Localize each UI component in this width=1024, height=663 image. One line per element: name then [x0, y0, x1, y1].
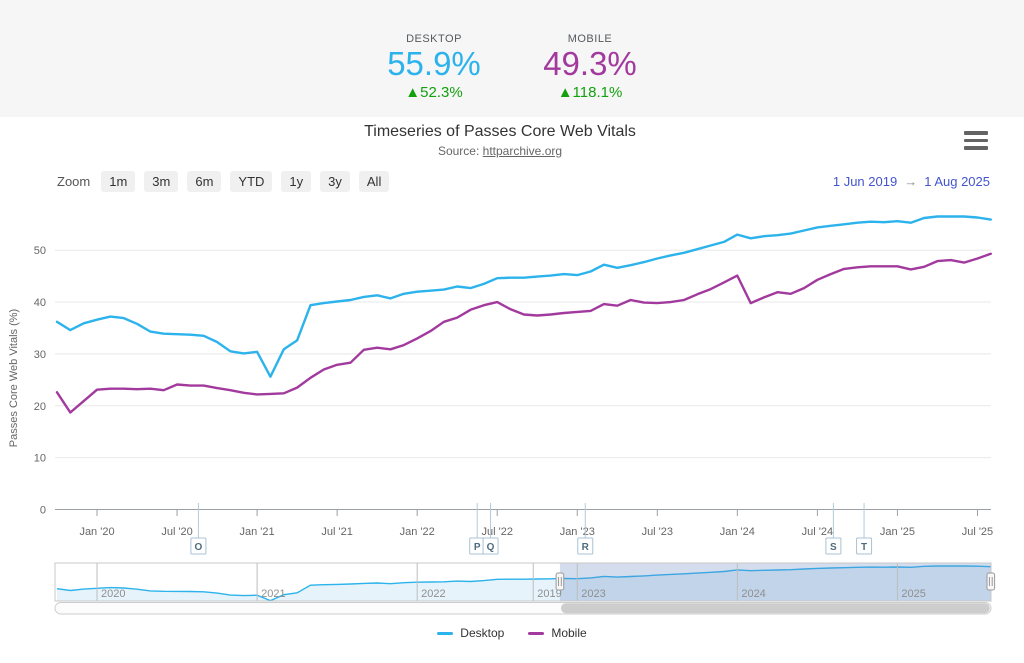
x-axis-label: Jan '22 [400, 526, 435, 538]
mobile-stat-change: ▲118.1% [557, 84, 623, 102]
source-link[interactable]: httparchive.org [482, 144, 563, 158]
y-axis-label: 30 [34, 349, 46, 361]
y-axis-label: 40 [34, 297, 46, 309]
chart-title: Timeseries of Passes Core Web Vitals [364, 123, 636, 140]
desktop-series-swatch [437, 631, 454, 635]
x-axis-label: Jan '20 [79, 526, 114, 538]
chart-subtitle-prefix: Source: [437, 144, 483, 158]
svg-text:P: P [474, 542, 481, 553]
zoom-button-3m[interactable]: 3m [144, 170, 179, 192]
event-flag-P[interactable]: P [469, 503, 486, 555]
mobile-stat: MOBILE 49.3% ▲118.1% [535, 33, 645, 117]
svg-text:S: S [830, 542, 837, 553]
chart-legend: Desktop Mobile [0, 626, 1024, 640]
mobile-stat-label: MOBILE [567, 33, 613, 45]
y-axis-label: 50 [34, 245, 46, 257]
event-flag-T[interactable]: T [856, 503, 873, 555]
event-flag-S[interactable]: S [825, 503, 842, 555]
range-arrow: → [904, 173, 918, 189]
legend-item-desktop[interactable]: Desktop [437, 626, 504, 640]
x-axis-label: Jul '20 [161, 526, 192, 538]
y-axis-label: 20 [34, 401, 46, 413]
y-axis-title: Passes Core Web Vitals (%) [8, 309, 20, 447]
x-axis-label: Jan '25 [880, 526, 915, 538]
scrollbar-thumb[interactable] [560, 603, 990, 614]
mobile-series-swatch [528, 631, 545, 635]
stats-header: DESKTOP 55.9% ▲52.3% MOBILE 49.3% ▲118.1… [0, 0, 1024, 117]
mobile-stat-value: 49.3% [543, 45, 637, 82]
zoom-button-1m[interactable]: 1m [101, 170, 136, 192]
zoom-button-ytd[interactable]: YTD [230, 170, 273, 192]
desktop-stat: DESKTOP 55.9% ▲52.3% [379, 33, 489, 117]
range-end-input[interactable]: 1 Aug 2025 [924, 173, 990, 189]
navigator-year-label: 2021 [261, 588, 285, 600]
zoom-button-6m[interactable]: 6m [187, 170, 222, 192]
hamburger-icon [964, 131, 988, 135]
chart-context-menu-button[interactable] [964, 131, 990, 150]
event-flag-O[interactable]: O [190, 503, 207, 555]
svg-text:R: R [582, 542, 590, 553]
chart-subtitle: Source: httparchive.org [0, 144, 1000, 158]
desktop-stat-label: DESKTOP [406, 33, 462, 45]
navigator-left-handle[interactable] [555, 572, 565, 591]
legend-item-mobile[interactable]: Mobile [528, 626, 587, 640]
y-axis-label: 10 [34, 453, 46, 465]
desktop-stat-value: 55.9% [387, 45, 481, 82]
svg-text:O: O [195, 542, 203, 553]
x-axis-label: Jul '21 [321, 526, 352, 538]
legend-label-desktop: Desktop [460, 626, 505, 640]
zoom-button-3y[interactable]: 3y [320, 170, 350, 192]
legend-label-mobile: Mobile [551, 626, 587, 640]
range-selector-toolbar: Zoom 1m 3m 6m YTD 1y 3y All 1 Jun 2019 → 1… [57, 169, 990, 193]
mobile-series-line[interactable] [55, 252, 992, 414]
range-start-input[interactable]: 1 Jun 2019 [832, 173, 898, 189]
x-axis-label: Jul '24 [802, 526, 833, 538]
zoom-button-1y[interactable]: 1y [281, 170, 312, 192]
desktop-series-line[interactable] [55, 215, 992, 378]
navigator-year-label: 2020 [101, 588, 125, 600]
x-axis-label: Jan '24 [720, 526, 755, 538]
desktop-stat-change: ▲52.3% [405, 84, 463, 102]
x-axis-label: Jan '23 [560, 526, 595, 538]
zoom-button-all[interactable]: All [358, 170, 390, 192]
x-axis-label: Jan '21 [240, 526, 275, 538]
zoom-label: Zoom [57, 173, 91, 189]
navigator-selected-range[interactable] [559, 563, 991, 601]
x-axis-label: Jul '22 [481, 526, 512, 538]
svg-text:T: T [861, 542, 867, 553]
navigator-year-label: 2022 [421, 588, 445, 600]
event-flag-R[interactable]: R [577, 503, 594, 555]
y-axis-label: 0 [40, 505, 46, 517]
x-axis-label: Jul '23 [642, 526, 673, 538]
x-axis-label: Jul '25 [962, 526, 993, 538]
svg-text:Q: Q [487, 542, 495, 553]
date-range-display: 1 Jun 2019 → 1 Aug 2025 [833, 174, 990, 189]
event-flag-Q[interactable]: Q [482, 503, 499, 555]
navigator-right-handle[interactable] [986, 572, 996, 591]
